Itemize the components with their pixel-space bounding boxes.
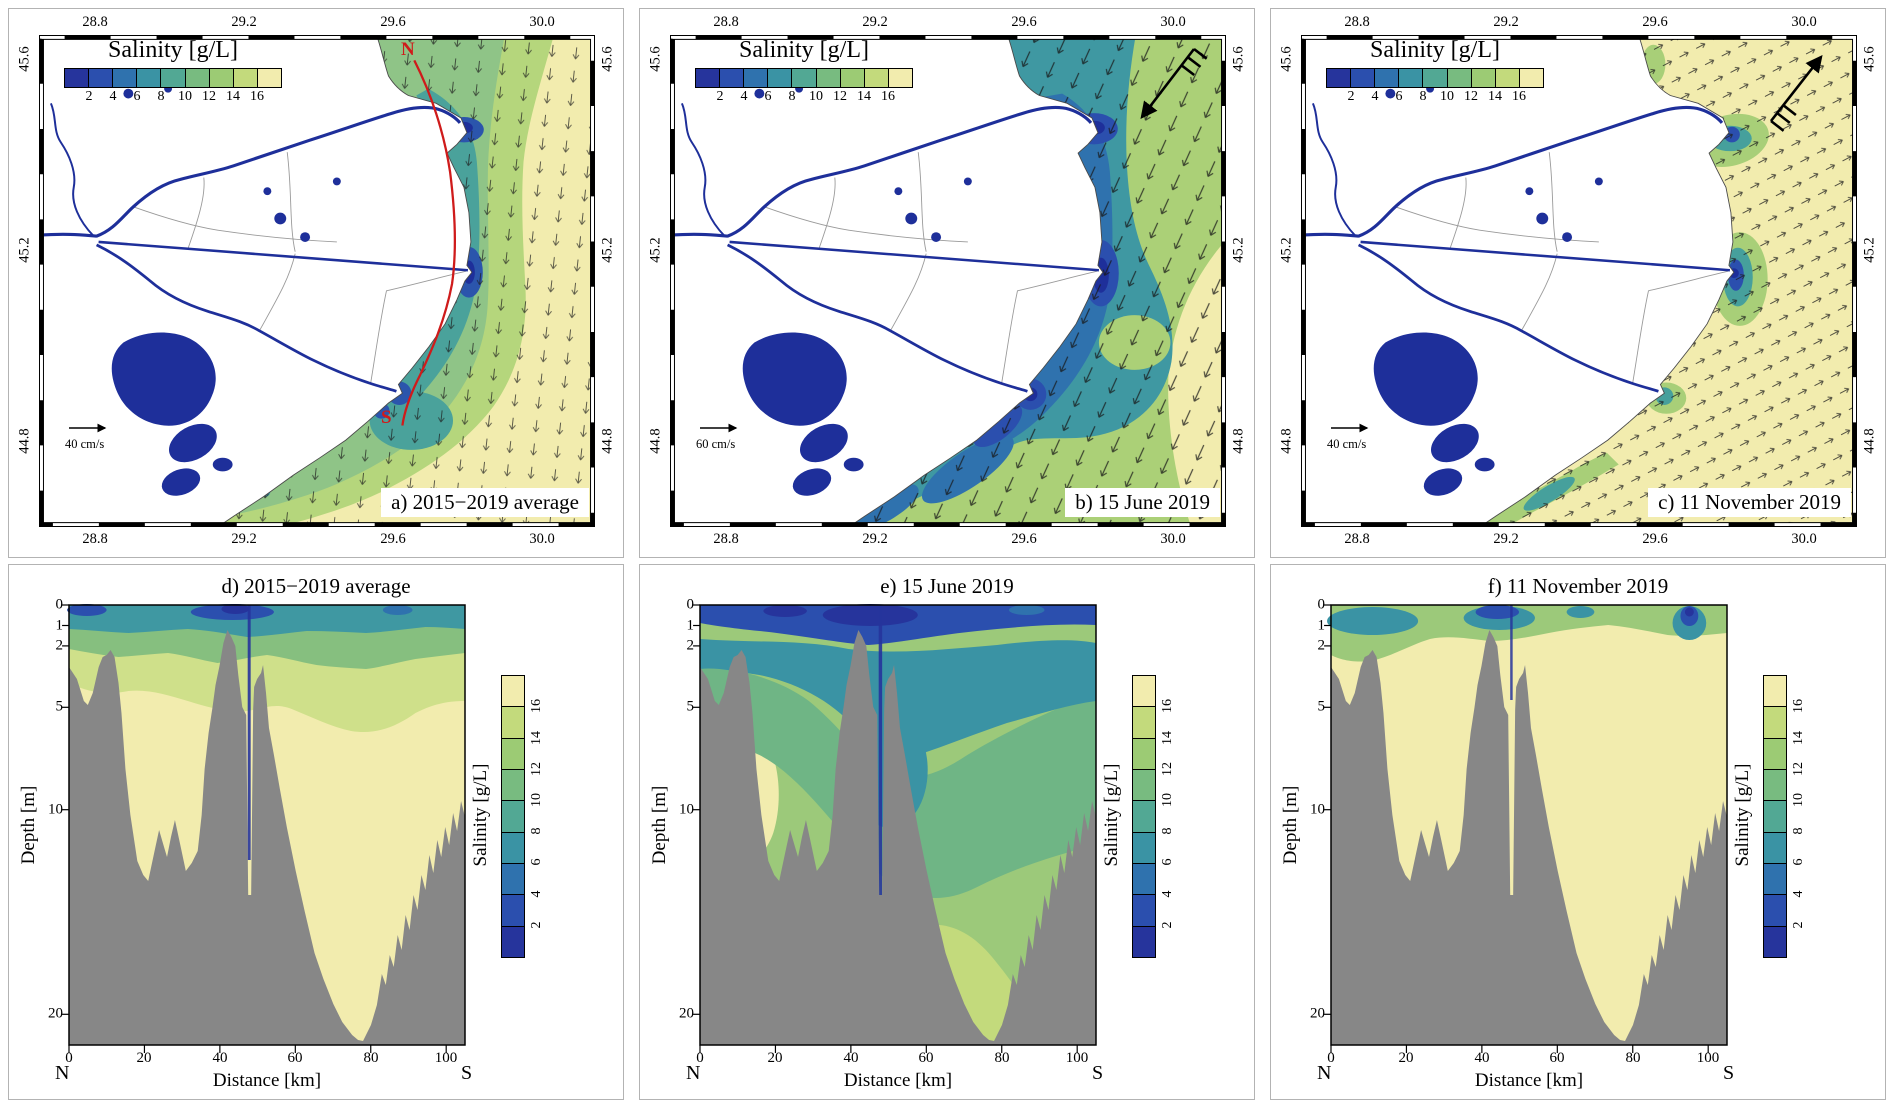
- lat-tick-label: 45.2: [599, 237, 616, 263]
- map-panel-b: Salinity [g/L] 2 4 6 8 10 12 14 16 28.8 29.2 29…: [639, 8, 1255, 558]
- wind-barb-icon: [1140, 47, 1208, 120]
- lat-tick-label: 45.6: [599, 46, 616, 72]
- velocity-scale-a: 40 cm/s: [65, 421, 155, 452]
- depth-axis-label: Depth [m]: [18, 785, 39, 865]
- south-end-label: S: [461, 1062, 473, 1084]
- lon-tick-label: 28.8: [82, 14, 108, 30]
- map-colorbar-a: Salinity [g/L] 2 4 6 8 10 12 14 16: [53, 37, 293, 107]
- scale-label: 40 cm/s: [1327, 437, 1367, 451]
- map-colorbar-b: Salinity [g/L] 2 4 6 8 10 12 14 16: [684, 37, 924, 107]
- map-b-svg: [670, 35, 1226, 527]
- map-colorbar-c: Salinity [g/L] 2 4 6 8 10 12 14 16: [1315, 37, 1555, 107]
- south-end-label: S: [1092, 1062, 1104, 1084]
- panel-label-b: b) 15 June 2019: [1065, 488, 1220, 517]
- plot-frame: [68, 604, 466, 1046]
- velocity-scale-c: 40 cm/s: [1327, 421, 1417, 452]
- salinity-section-field-f: [1327, 605, 1727, 700]
- transect-line: [401, 59, 457, 426]
- transect-north-label: N: [401, 39, 415, 60]
- lon-tick-label: 30.0: [529, 14, 555, 30]
- lat-tick-label: 45.2: [16, 237, 33, 263]
- colorbar-ticks: 2 4 6 8 10 12 14 16: [85, 89, 265, 104]
- axis-ticks: [693, 604, 1078, 1053]
- section-colorbar: [1763, 675, 1787, 958]
- lon-tick-label: 29.2: [231, 14, 257, 30]
- colorbar-bar: [64, 68, 282, 88]
- scale-label: 40 cm/s: [65, 437, 105, 451]
- colorbar-title: Salinity [g/L]: [1732, 763, 1753, 867]
- colorbar-title: Salinity [g/L]: [1101, 763, 1122, 867]
- colorbar-bar: [1326, 68, 1544, 88]
- section-title-e: e) 15 June 2019: [880, 574, 1014, 598]
- scale-arrow-icon: [700, 423, 738, 433]
- scale-arrow-icon: [69, 423, 107, 433]
- distance-axis-label: Distance [km]: [1474, 1070, 1584, 1091]
- map-frame: [670, 35, 1226, 527]
- section-colorbar: [1132, 675, 1156, 958]
- scale-arrow-icon: [1331, 423, 1369, 433]
- map-c-svg: [1301, 35, 1857, 527]
- velocity-scale-b: 60 cm/s: [696, 421, 786, 452]
- section-d-svg: [62, 604, 466, 1053]
- lat-tick-label: 44.8: [599, 428, 616, 454]
- transect-south-label: S: [381, 407, 392, 428]
- section-e-svg: [693, 604, 1097, 1053]
- colorbar-title: Salinity [g/L]: [739, 37, 869, 63]
- lon-tick-label: 30.0: [529, 531, 555, 547]
- map-frame: [39, 35, 595, 527]
- depth-axis-label: Depth [m]: [649, 785, 670, 865]
- panel-label-c: c) 11 November 2019: [1648, 488, 1851, 517]
- salinity-section-field-d: [67, 604, 465, 860]
- wind-arrow-icon: [1769, 55, 1823, 132]
- north-end-label: N: [686, 1062, 701, 1084]
- map-panel-a: Salinity [g/L] 2 4 6 8 10 12 14 16 28.8 29.2 29…: [8, 8, 624, 558]
- axis-ticks: [62, 604, 447, 1053]
- colorbar-bar: [695, 68, 913, 88]
- plot-frame: [699, 604, 1097, 1046]
- colorbar-cell: [65, 69, 89, 87]
- section-title-d: d) 2015−2019 average: [221, 574, 411, 598]
- scale-label: 60 cm/s: [696, 437, 736, 451]
- section-f-svg: [1324, 604, 1728, 1053]
- colorbar-title: Salinity [g/L]: [108, 37, 238, 63]
- north-end-label: N: [55, 1062, 70, 1084]
- map-panel-c: Salinity [g/L] 2 4 6 8 10 12 14 16 28.8 29.2 29…: [1270, 8, 1886, 558]
- section-colorbar: [501, 675, 525, 958]
- distance-axis-label: Distance [km]: [843, 1070, 953, 1091]
- lon-tick-label: 29.2: [231, 531, 257, 547]
- south-end-label: S: [1723, 1062, 1735, 1084]
- lon-tick-label: 29.6: [380, 14, 406, 30]
- plot-frame: [1330, 604, 1728, 1046]
- panel-label-a: a) 2015−2019 average: [381, 488, 589, 517]
- colorbar-title: Salinity [g/L]: [1370, 37, 1500, 63]
- depth-axis-label: Depth [m]: [1280, 785, 1301, 865]
- colorbar-title: Salinity [g/L]: [470, 763, 491, 867]
- north-end-label: N: [1317, 1062, 1332, 1084]
- colorbar-ticks: 2 4 6 8 10 12 14 16: [1347, 89, 1527, 104]
- section-title-f: f) 11 November 2019: [1487, 574, 1669, 598]
- lon-tick-label: 28.8: [82, 531, 108, 547]
- section-panel-f: f) 11 November 2019 Depth [m] 0 1 2 5 10…: [1270, 564, 1886, 1100]
- lon-tick-label: 29.6: [380, 531, 406, 547]
- section-panel-e: e) 15 June 2019 Depth [m] 0 1 2 5 10 20 …: [639, 564, 1255, 1100]
- section-panel-d: d) 2015−2019 average Depth [m] 0 1 2 5 1…: [8, 564, 624, 1100]
- distance-axis-label: Distance [km]: [212, 1070, 322, 1091]
- lat-tick-label: 45.6: [16, 46, 33, 72]
- axis-ticks: [1324, 604, 1709, 1053]
- map-frame: [1301, 35, 1857, 527]
- colorbar-ticks: 2 4 6 8 10 12 14 16: [716, 89, 896, 104]
- lat-tick-label: 44.8: [16, 428, 33, 454]
- map-a-svg: [39, 35, 595, 527]
